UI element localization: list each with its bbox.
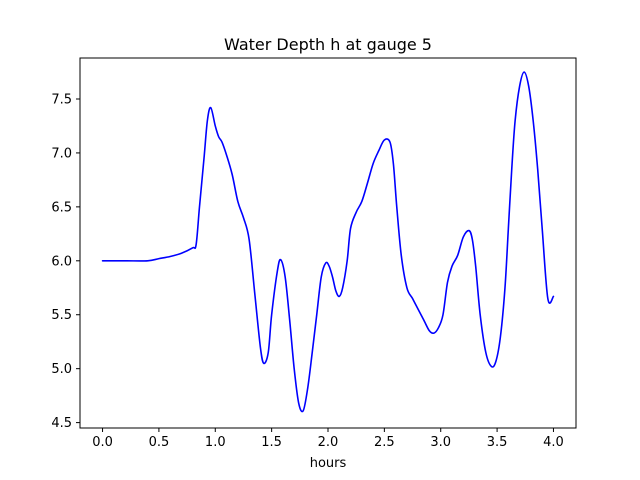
- chart-title: Water Depth h at gauge 5: [224, 35, 432, 54]
- x-axis-label: hours: [310, 456, 347, 471]
- y-tick-label: 6.5: [51, 200, 72, 215]
- x-tick-label: 2.0: [318, 435, 339, 450]
- x-tick-label: 2.5: [374, 435, 395, 450]
- x-tick-label: 0.0: [92, 435, 113, 450]
- x-tick-label: 4.0: [543, 435, 564, 450]
- x-tick-label: 3.0: [430, 435, 451, 450]
- ticks-layer: 0.0 0.5 1.0 1.5 2.0 2.5 3.0 3.5 4.0 4.5 5.0 5.5 6.0 6…: [51, 92, 563, 450]
- x-tick-label: 1.5: [261, 435, 282, 450]
- x-tick-label: 0.5: [149, 435, 170, 450]
- y-tick-label: 6.0: [51, 254, 72, 269]
- y-tick-label: 7.5: [51, 92, 72, 107]
- plot-frame: [79, 57, 577, 429]
- y-tick-label: 5.5: [51, 308, 72, 323]
- x-tick-label: 1.0: [205, 435, 226, 450]
- x-tick-label: 3.5: [487, 435, 508, 450]
- y-tick-label: 5.0: [51, 362, 72, 377]
- y-tick-label: 7.0: [51, 146, 72, 161]
- y-tick-label: 4.5: [51, 416, 72, 431]
- series-layer: [101, 71, 555, 413]
- series-line-0: [101, 71, 555, 413]
